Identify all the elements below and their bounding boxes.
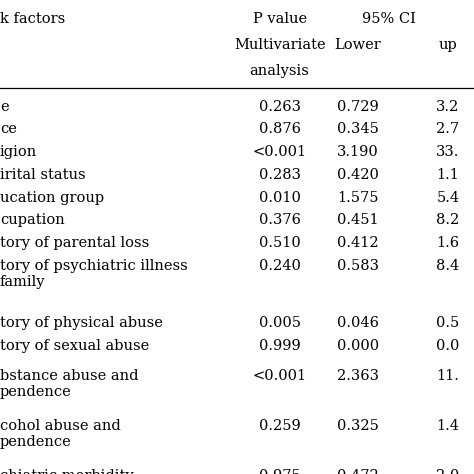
Text: <0.001: <0.001	[253, 145, 307, 159]
Text: bstance abuse and
pendence: bstance abuse and pendence	[0, 369, 138, 399]
Text: up: up	[438, 38, 457, 52]
Text: 0.472: 0.472	[337, 469, 379, 474]
Text: Multivariate: Multivariate	[234, 38, 326, 52]
Text: 1.4: 1.4	[437, 419, 459, 433]
Text: tory of sexual abuse: tory of sexual abuse	[0, 339, 149, 353]
Text: <0.001: <0.001	[253, 369, 307, 383]
Text: 0.325: 0.325	[337, 419, 379, 433]
Text: 3.2: 3.2	[436, 100, 460, 114]
Text: 1.6: 1.6	[437, 236, 459, 250]
Text: irital status: irital status	[0, 168, 86, 182]
Text: chiatric morbidity: chiatric morbidity	[0, 469, 134, 474]
Text: ce: ce	[0, 122, 17, 137]
Text: tory of physical abuse: tory of physical abuse	[0, 316, 163, 330]
Text: 0.5: 0.5	[436, 316, 460, 330]
Text: 0.0: 0.0	[436, 339, 460, 353]
Text: 0.510: 0.510	[259, 236, 301, 250]
Text: 0.376: 0.376	[259, 213, 301, 228]
Text: 3.190: 3.190	[337, 145, 379, 159]
Text: 0.999: 0.999	[259, 339, 301, 353]
Text: 0.420: 0.420	[337, 168, 379, 182]
Text: 0.412: 0.412	[337, 236, 379, 250]
Text: 0.263: 0.263	[259, 100, 301, 114]
Text: 1.575: 1.575	[337, 191, 379, 205]
Text: Lower: Lower	[335, 38, 381, 52]
Text: 0.729: 0.729	[337, 100, 379, 114]
Text: P value: P value	[253, 12, 307, 26]
Text: 33.: 33.	[436, 145, 460, 159]
Text: ucation group: ucation group	[0, 191, 104, 205]
Text: tory of psychiatric illness
family: tory of psychiatric illness family	[0, 259, 188, 289]
Text: 0.451: 0.451	[337, 213, 379, 228]
Text: k factors: k factors	[0, 12, 65, 26]
Text: 2.7: 2.7	[437, 122, 459, 137]
Text: igion: igion	[0, 145, 37, 159]
Text: e: e	[0, 100, 9, 114]
Text: 0.283: 0.283	[259, 168, 301, 182]
Text: 5.4: 5.4	[437, 191, 459, 205]
Text: 0.975: 0.975	[259, 469, 301, 474]
Text: 0.259: 0.259	[259, 419, 301, 433]
Text: 0.005: 0.005	[259, 316, 301, 330]
Text: 0.240: 0.240	[259, 259, 301, 273]
Text: 0.345: 0.345	[337, 122, 379, 137]
Text: 0.583: 0.583	[337, 259, 379, 273]
Text: 2.363: 2.363	[337, 369, 379, 383]
Text: cohol abuse and
pendence: cohol abuse and pendence	[0, 419, 121, 449]
Text: 0.876: 0.876	[259, 122, 301, 137]
Text: 2.0: 2.0	[436, 469, 460, 474]
Text: 11.: 11.	[437, 369, 459, 383]
Text: 0.046: 0.046	[337, 316, 379, 330]
Text: 8.2: 8.2	[436, 213, 460, 228]
Text: cupation: cupation	[0, 213, 65, 228]
Text: 95% CI: 95% CI	[362, 12, 416, 26]
Text: 0.010: 0.010	[259, 191, 301, 205]
Text: tory of parental loss: tory of parental loss	[0, 236, 149, 250]
Text: analysis: analysis	[250, 64, 310, 78]
Text: 1.1: 1.1	[437, 168, 459, 182]
Text: 0.000: 0.000	[337, 339, 379, 353]
Text: 8.4: 8.4	[436, 259, 460, 273]
